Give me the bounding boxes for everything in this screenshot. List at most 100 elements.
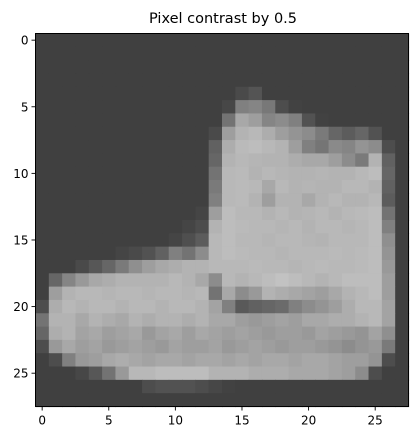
heatmap-cell	[222, 140, 236, 154]
heatmap-cell	[381, 113, 396, 128]
heatmap-cell	[208, 233, 223, 248]
heatmap-cell	[48, 180, 63, 194]
heatmap-cell	[235, 339, 250, 354]
heatmap-cell	[128, 113, 143, 128]
heatmap-cell	[275, 233, 290, 248]
heatmap-cell	[155, 299, 170, 314]
heatmap-cell	[75, 100, 90, 115]
heatmap-cell	[142, 60, 156, 75]
heatmap-cell	[35, 273, 50, 288]
heatmap-cell	[395, 313, 410, 328]
heatmap-cell	[182, 193, 196, 208]
axes: 0 5 10 15 20 25 0 5 10 15 20 25	[13, 33, 409, 428]
heatmap-cell	[261, 326, 276, 341]
heatmap-cell	[195, 126, 210, 141]
heatmap-cell	[328, 140, 343, 154]
heatmap-cell	[168, 246, 183, 261]
heatmap-cell	[275, 393, 290, 408]
heatmap-cell	[62, 60, 77, 75]
heatmap-cell	[168, 353, 183, 368]
heatmap-cell	[341, 46, 356, 61]
heatmap-cell	[48, 140, 63, 154]
heatmap-cell	[208, 273, 223, 288]
heatmap-cell	[341, 353, 356, 368]
heatmap-cell	[235, 379, 250, 394]
heatmap-cell	[261, 366, 276, 381]
heatmap-cell	[75, 339, 90, 354]
heatmap-cell	[341, 73, 356, 88]
heatmap-cell	[301, 126, 316, 141]
heatmap-cell	[88, 273, 103, 288]
heatmap-cell	[341, 113, 356, 128]
heatmap-cell	[182, 206, 196, 221]
heatmap-cell	[208, 220, 223, 234]
heatmap-cell	[208, 153, 223, 168]
heatmap-cell	[381, 126, 396, 141]
heatmap-cell	[355, 246, 370, 261]
heatmap-cell	[182, 153, 196, 168]
heatmap-cell	[275, 73, 290, 88]
heatmap-cell	[315, 299, 330, 314]
heatmap-cell	[75, 353, 90, 368]
heatmap-cell	[275, 246, 290, 261]
heatmap-cell	[62, 113, 77, 128]
heatmap-cell	[115, 366, 130, 381]
heatmap-cell	[142, 166, 156, 181]
heatmap-cell	[328, 113, 343, 128]
heatmap-cell	[155, 259, 170, 274]
heatmap-cell	[355, 153, 370, 168]
heatmap-cell	[48, 379, 63, 394]
heatmap-cell	[168, 220, 183, 234]
heatmap-cell	[128, 259, 143, 274]
heatmap-cell	[75, 166, 90, 181]
heatmap-cell	[235, 273, 250, 288]
heatmap-cell	[235, 353, 250, 368]
heatmap-cell	[301, 100, 316, 115]
plot-frame	[35, 33, 409, 407]
heatmap-cell	[341, 326, 356, 341]
heatmap-cell	[155, 73, 170, 88]
heatmap-cell	[142, 233, 156, 248]
heatmap-cell	[395, 126, 410, 141]
heatmap-cell	[315, 353, 330, 368]
heatmap-cell	[182, 73, 196, 88]
heatmap-cell	[75, 140, 90, 154]
heatmap-cell	[195, 220, 210, 234]
heatmap-cell	[301, 259, 316, 274]
heatmap-cell	[62, 259, 77, 274]
heatmap-cell	[288, 206, 303, 221]
heatmap-cell	[35, 113, 50, 128]
heatmap-cell	[195, 73, 210, 88]
heatmap-cell	[182, 246, 196, 261]
heatmap-cell	[75, 193, 90, 208]
heatmap-cell	[168, 126, 183, 141]
heatmap-cell	[381, 140, 396, 154]
heatmap-cell	[128, 220, 143, 234]
heatmap-cell	[195, 206, 210, 221]
heatmap-cell	[195, 393, 210, 408]
heatmap-cell	[328, 339, 343, 354]
heatmap-cell	[368, 100, 383, 115]
heatmap-cell	[222, 113, 236, 128]
heatmap-cell	[62, 180, 77, 194]
heatmap-cell	[48, 299, 63, 314]
heatmap-cell	[102, 299, 117, 314]
heatmap-cell	[261, 180, 276, 194]
heatmap-cell	[115, 140, 130, 154]
heatmap-cell	[62, 206, 77, 221]
heatmap-cell	[355, 353, 370, 368]
heatmap-cell	[155, 313, 170, 328]
heatmap-cell	[142, 46, 156, 61]
heatmap-cell	[395, 46, 410, 61]
heatmap-cell	[115, 299, 130, 314]
heatmap-cell	[328, 100, 343, 115]
heatmap-cell	[355, 233, 370, 248]
heatmap-cell	[315, 86, 330, 101]
heatmap-cell	[48, 73, 63, 88]
heatmap-cell	[182, 100, 196, 115]
heatmap-cell	[235, 113, 250, 128]
heatmap-cell	[168, 326, 183, 341]
heatmap-cell	[341, 193, 356, 208]
heatmap-cell	[248, 100, 263, 115]
heatmap-cell	[222, 366, 236, 381]
